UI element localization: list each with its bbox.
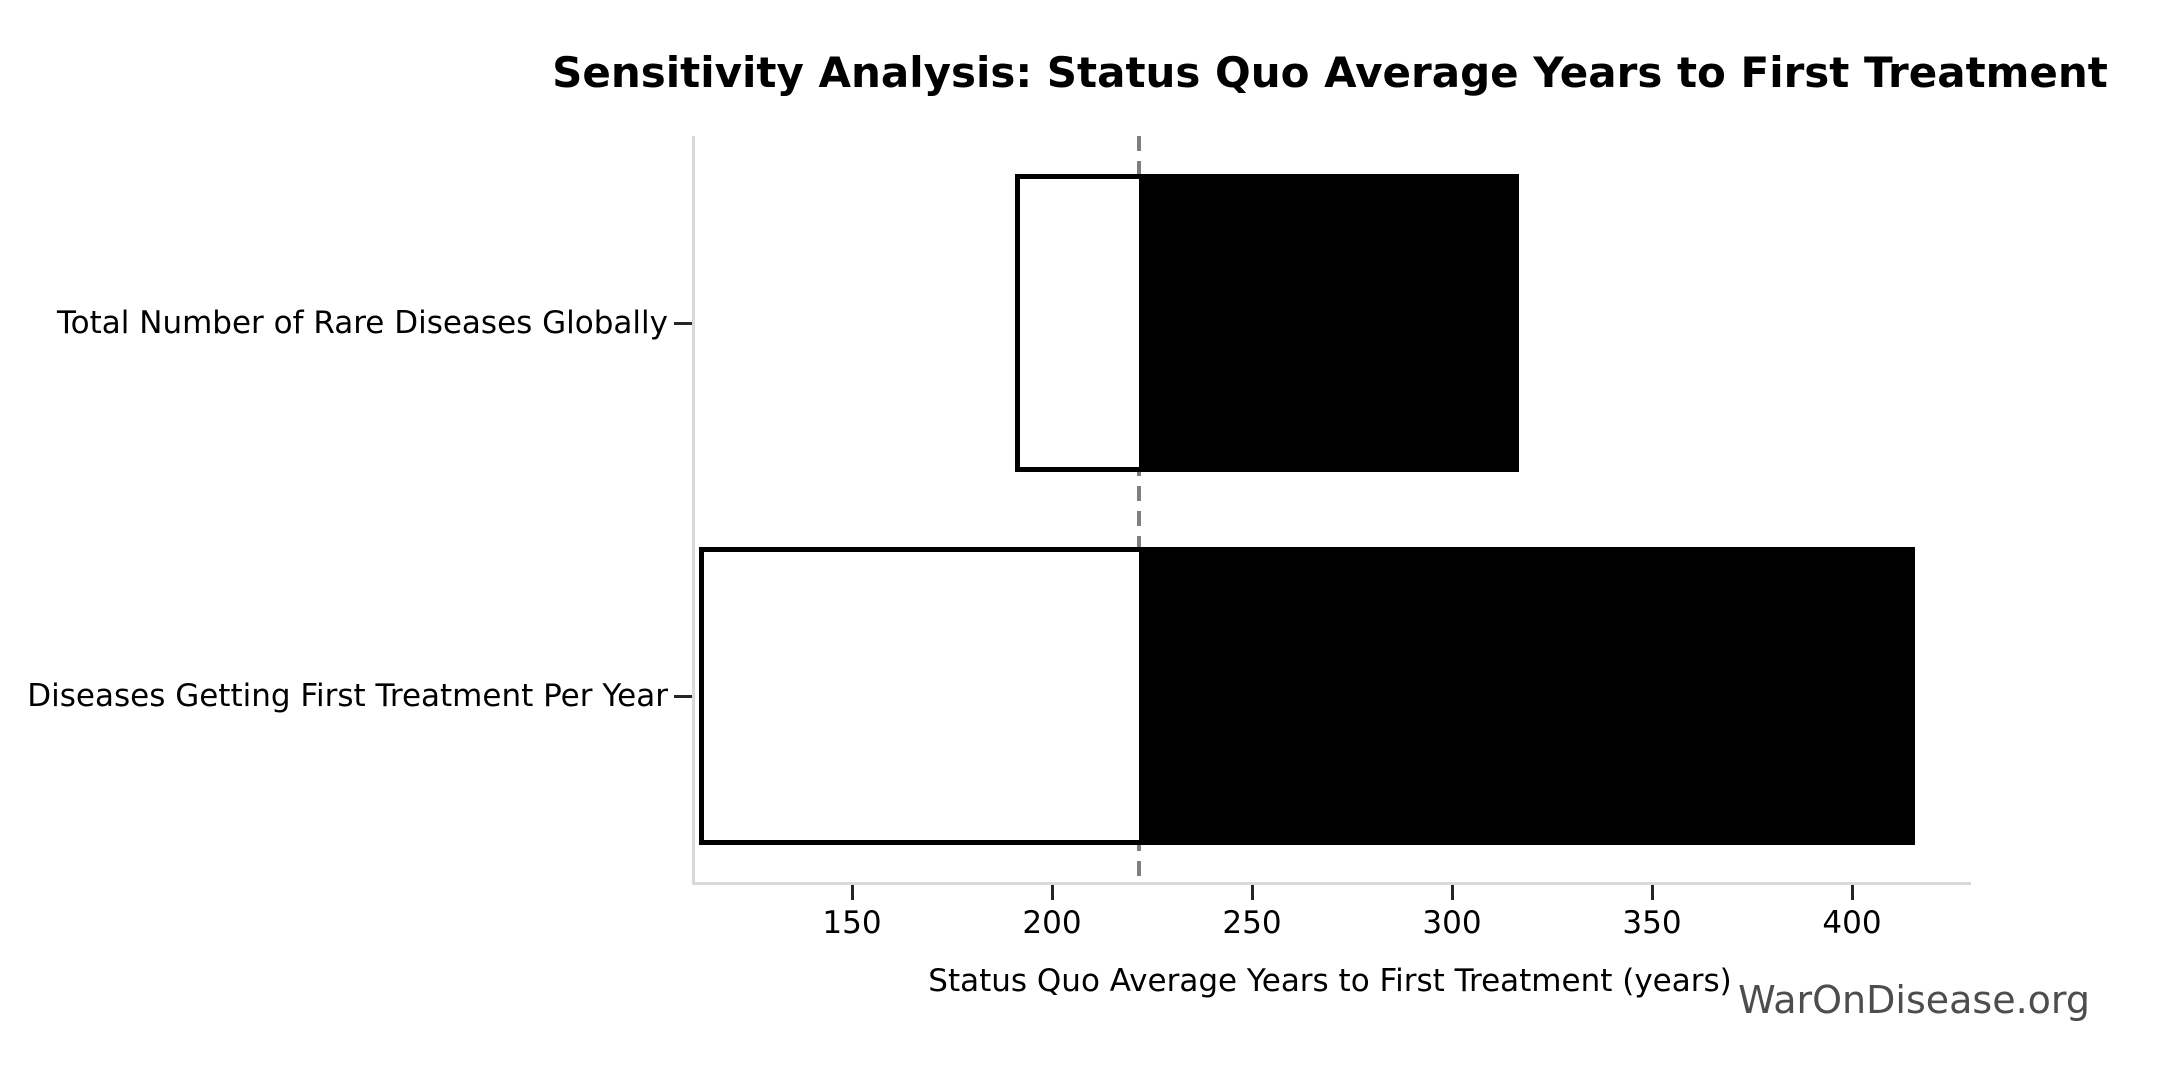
x-tick-label: 300 [1422,905,1482,941]
x-tick-mark [1451,885,1454,900]
bar-high-segment [1139,174,1519,472]
bar-high-segment [1139,547,1915,845]
x-tick-mark [1251,885,1254,900]
y-tick-mark [674,695,692,698]
x-tick-label: 350 [1622,905,1682,941]
x-tick-mark [851,885,854,900]
y-tick-label: Diseases Getting First Treatment Per Yea… [27,678,668,714]
watermark-text: WarOnDisease.org [1738,978,2090,1022]
x-axis-title: Status Quo Average Years to First Treatm… [928,963,1732,999]
x-tick-label: 400 [1822,905,1882,941]
baseline-dashed-line [1137,136,1141,882]
x-tick-mark [1851,885,1854,900]
x-tick-label: 150 [822,905,882,941]
x-tick-label: 200 [1022,905,1082,941]
x-tick-label: 250 [1222,905,1282,941]
bar-row [1015,174,1519,472]
x-tick-mark [1051,885,1054,900]
y-tick-mark [674,322,692,325]
chart-title: Sensitivity Analysis: Status Quo Average… [552,48,2108,97]
x-tick-mark [1651,885,1654,900]
plot-area [692,136,1971,885]
y-tick-label: Total Number of Rare Diseases Globally [57,305,668,341]
bar-row [699,547,1915,845]
